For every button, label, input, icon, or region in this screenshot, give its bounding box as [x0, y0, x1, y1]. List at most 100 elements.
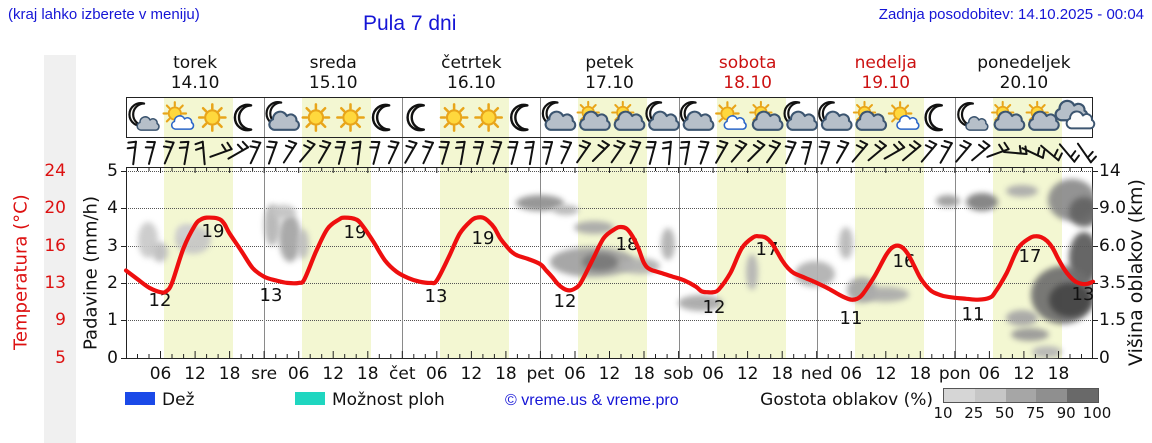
wind-barb-icon [1076, 142, 1097, 164]
hour-label: 12 [598, 364, 621, 384]
density-tick-label: 75 [1025, 404, 1045, 422]
axis-tick [121, 357, 126, 359]
temperature-value-label: 19 [201, 221, 225, 242]
day-name: ponedeljek [977, 53, 1071, 73]
cloud-blob [1011, 327, 1049, 341]
day-name: petek [585, 53, 634, 73]
cloud-height-tick-label: 1.5 [1099, 310, 1127, 331]
day-abbr-label: pon [938, 364, 971, 384]
day-header: petek 17.10 [540, 53, 678, 93]
hour-label: 18 [1047, 364, 1070, 384]
day-date: 14.10 [170, 73, 220, 93]
cloud-blob [1069, 197, 1093, 227]
axis-tick [1093, 208, 1098, 210]
temperature-value-label: 18 [615, 234, 639, 255]
temperature-value-label: 12 [702, 297, 726, 318]
density-segment [1067, 389, 1098, 402]
wind-barb-icon [126, 140, 137, 166]
wind-barb-icon [524, 140, 535, 166]
cloud-blob [1032, 346, 1062, 358]
wind-barb-icon [697, 140, 710, 165]
rain-legend-label: Dež [162, 390, 195, 410]
day-name: nedelja [854, 53, 917, 73]
rain-legend-swatch [125, 392, 155, 405]
hour-label: 06 [149, 364, 172, 384]
cloud-blob [620, 258, 660, 274]
wind-barb-icon [971, 140, 991, 162]
axis-tick [1093, 282, 1098, 284]
gridline [126, 208, 1093, 210]
cloud-height-tick-label: 14 [1099, 161, 1121, 181]
day-name: četrtek [441, 53, 502, 73]
hour-label: 12 [322, 364, 345, 384]
showers-legend-swatch [295, 392, 325, 405]
hour-label: 18 [909, 364, 932, 384]
menu-hint-text: (kraj lahko izberete v meniju) [8, 6, 200, 23]
hour-label: 06 [287, 364, 310, 384]
cloud-density-scale-bar [943, 388, 1099, 403]
wind-barb-icon [387, 140, 400, 165]
precipitation-tick-label: 5 [107, 161, 118, 181]
day-header: četrtek 16.10 [402, 53, 540, 93]
axis-tick [121, 171, 126, 172]
gridline [126, 320, 1093, 322]
cloud-height-tick-label: 3.5 [1099, 272, 1127, 293]
cloud-blob [553, 205, 579, 215]
density-tick-label: 10 [933, 404, 953, 422]
copyright-link[interactable]: © vreme.us & vreme.pro [505, 392, 679, 409]
density-segment [1005, 389, 1037, 402]
day-abbr-label: čet [389, 364, 416, 384]
hour-label: 06 [425, 364, 448, 384]
density-tick-label: 100 [1082, 404, 1112, 422]
cloud-height-tick-label: 6.0 [1099, 235, 1127, 256]
precipitation-tick-label: 3 [107, 235, 118, 256]
wind-barb-icon [661, 140, 672, 166]
cloud-blob [176, 224, 196, 240]
cloud-blob [297, 229, 309, 259]
precipitation-tick-label: 2 [107, 272, 118, 293]
temperature-tick-label: 5 [55, 347, 66, 368]
last-update-text: Zadnja posodobitev: 14.10.2025 - 00:04 [878, 6, 1144, 23]
temperature-tick-label: 9 [55, 310, 66, 331]
density-tick-label: 25 [964, 404, 984, 422]
day-abbr-label: pet [526, 364, 555, 384]
cloud-blob [795, 261, 835, 287]
temperature-tick-label: 24 [44, 161, 66, 181]
cloud-density-legend-label: Gostota oblakov (%) [760, 390, 933, 410]
cloud-blob [839, 227, 853, 259]
weather-icon-box [126, 97, 1093, 138]
density-segment [1036, 389, 1068, 402]
cloud-blob [270, 205, 296, 219]
temperature-value-label: 19 [471, 228, 495, 249]
temperature-axis-strip [44, 55, 76, 443]
day-abbr-label: sob [663, 364, 694, 384]
axis-tick [121, 320, 126, 322]
cloud-blob [1006, 185, 1038, 197]
day-header: ponedeljek 20.10 [955, 53, 1093, 93]
day-header: nedelja 19.10 [817, 53, 955, 93]
hour-label: 12 [1013, 364, 1035, 384]
axis-tick [121, 282, 126, 284]
hour-label: 12 [736, 364, 759, 384]
hour-label: 12 [874, 364, 897, 384]
axis-tick [1093, 357, 1098, 359]
day-date: 16.10 [447, 73, 496, 93]
cloud-blob [152, 242, 168, 262]
hour-label: 06 [978, 364, 1001, 384]
temperature-value-label: 19 [343, 222, 367, 243]
wind-barb-icon [560, 140, 573, 165]
density-tick-label: 90 [1056, 404, 1076, 422]
wind-barb-icon [835, 140, 850, 164]
density-tick-label: 50 [995, 404, 1015, 422]
hour-label: 12 [184, 364, 206, 384]
cloud-blob [516, 195, 564, 211]
showers-legend-label: Možnost ploh [332, 390, 445, 410]
cloud-blob [574, 220, 614, 234]
wind-barb-icon [939, 140, 953, 164]
axis-tick [1093, 245, 1098, 247]
temperature-value-label: 11 [961, 304, 985, 325]
temperature-value-label: 12 [553, 291, 577, 312]
day-header: sobota 18.10 [679, 53, 817, 93]
page-title: Pula 7 dni [363, 12, 457, 35]
